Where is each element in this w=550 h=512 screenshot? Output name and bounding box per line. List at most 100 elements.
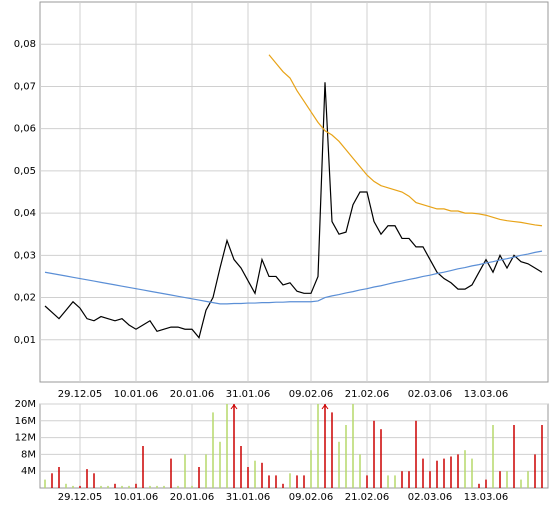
x-tick-label: 20.01.06 [170,492,215,503]
volume-bar [107,485,109,488]
volume-bar [93,473,95,488]
price-line [268,54,543,227]
volume-bar [191,485,193,488]
volume-bar [205,454,207,488]
y-tick-label: 20M [15,399,36,410]
x-tick-label: 21.02.06 [345,492,390,503]
volume-bar [240,446,242,488]
volume-bar [163,485,165,488]
price-panel [39,1,549,383]
y-tick-label: 16M [15,416,36,427]
volume-bar [429,471,431,488]
price-line [44,250,543,305]
volume-bar [149,485,151,488]
volume-bar [366,475,368,488]
volume-bar [310,450,312,488]
y-tick-label: 12M [15,433,36,444]
x-tick-label: 10.01.06 [114,389,159,400]
volume-bar [233,404,235,488]
volume-bar [219,441,221,488]
volume-bar [86,469,88,488]
volume-bar [135,483,137,488]
volume-bar [72,485,74,488]
y-tick-label: 0,04 [14,208,36,219]
volume-bar [485,479,487,488]
price-line [44,82,543,339]
volume-bar [170,458,172,488]
y-tick-label: 0,08 [14,39,36,50]
volume-bar [387,475,389,488]
y-tick-label: 0,05 [14,166,36,177]
x-tick-label: 31.01.06 [226,389,271,400]
volume-bar [114,483,116,488]
x-tick-label: 13.03.06 [464,492,509,503]
x-tick-label: 29.12.05 [58,389,103,400]
volume-bar [128,485,130,488]
x-tick-label: 09.02.06 [289,389,334,400]
x-tick-label: 02.03.06 [408,389,453,400]
y-tick-label: 0,01 [14,335,36,346]
volume-bar [499,471,501,488]
y-tick-label: 8M [21,449,36,460]
volume-bar [534,454,536,488]
y-tick-label: 0,02 [14,293,36,304]
volume-bar [184,454,186,488]
volume-bar [352,404,354,488]
volume-bar [303,475,305,488]
x-tick-label: 29.12.05 [58,492,103,503]
volume-bar [65,483,67,488]
volume-bar [212,412,214,488]
volume-bar [401,471,403,488]
volume-bar [44,479,46,488]
volume-bar [198,467,200,488]
x-tick-label: 21.02.06 [345,389,390,400]
volume-bar [142,446,144,488]
x-tick-label: 09.02.06 [289,492,334,503]
volume-bar [282,483,284,488]
y-tick-label: 0,07 [14,81,36,92]
volume-bar [345,425,347,488]
volume-bar [289,473,291,488]
volume-bar [121,485,123,488]
volume-bar [373,420,375,488]
y-tick-label: 4M [21,466,36,477]
volume-bar [380,429,382,488]
volume-bar [226,404,228,488]
volume-bar [506,471,508,488]
volume-bar [338,441,340,488]
volume-bar [296,475,298,488]
x-tick-label: 13.03.06 [464,389,509,400]
y-tick-label: 0,06 [14,124,36,135]
volume-bar [415,420,417,488]
volume-bar [275,475,277,488]
volume-bar [520,479,522,488]
volume-bar [51,473,53,488]
volume-panel [39,403,549,489]
volume-bar [422,458,424,488]
volume-bar [408,471,410,488]
volume-bar [324,404,326,488]
volume-bars [44,404,543,488]
volume-bar [317,404,319,488]
x-tick-label: 10.01.06 [114,492,159,503]
volume-bar [436,460,438,488]
volume-bar [58,467,60,488]
y-tick-label: 0,03 [14,250,36,261]
overflow-arrow [321,404,329,410]
volume-bar [443,458,445,488]
volume-bar [177,485,179,488]
volume-bar [541,425,543,488]
volume-bar [478,483,480,488]
volume-bar [79,485,81,488]
volume-bar [359,454,361,488]
volume-bar [254,460,256,488]
volume-bar [471,458,473,488]
volume-bar [394,475,396,488]
volume-bar [513,425,515,488]
volume-bar [261,462,263,488]
volume-bar [492,425,494,488]
volume-bar [331,412,333,488]
x-tick-label: 31.01.06 [226,492,271,503]
volume-bar [450,456,452,488]
